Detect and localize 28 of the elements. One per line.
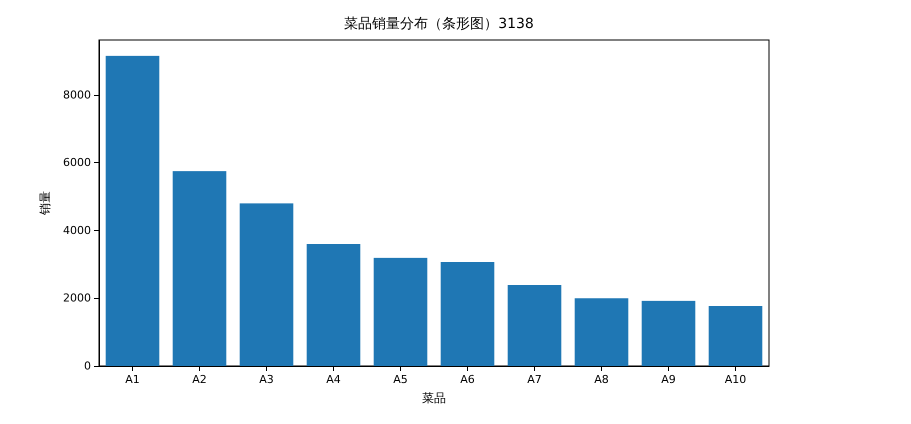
x-tick-label: A4 <box>326 373 341 386</box>
x-axis-title: 菜品 <box>422 391 446 405</box>
bar <box>642 300 696 366</box>
x-tick-label: A1 <box>125 373 140 386</box>
y-tick-label: 2000 <box>63 292 91 305</box>
x-tick-label: A10 <box>724 373 746 386</box>
bar <box>708 306 762 366</box>
bar <box>172 171 226 366</box>
x-tick-label: A2 <box>192 373 207 386</box>
bar <box>574 298 628 366</box>
y-axis-title: 销量 <box>38 191 52 216</box>
bar <box>440 262 494 366</box>
x-tick-label: A8 <box>594 373 609 386</box>
bar <box>306 244 360 366</box>
x-tick-label: A3 <box>259 373 274 386</box>
y-tick-label: 8000 <box>63 88 91 102</box>
y-tick-label: 0 <box>84 360 91 372</box>
x-tick-label: A5 <box>393 373 408 386</box>
chart-title: 菜品销量分布（条形图）3138 <box>344 16 534 32</box>
x-tick-label: A6 <box>460 373 475 386</box>
bar <box>374 258 428 366</box>
bar <box>106 56 160 366</box>
x-tick-label: A7 <box>527 373 542 386</box>
x-tick-label: A9 <box>661 373 676 386</box>
y-tick-label: 6000 <box>63 156 91 170</box>
bar <box>240 203 294 366</box>
y-tick-label: 4000 <box>63 224 91 237</box>
bar <box>508 285 562 366</box>
